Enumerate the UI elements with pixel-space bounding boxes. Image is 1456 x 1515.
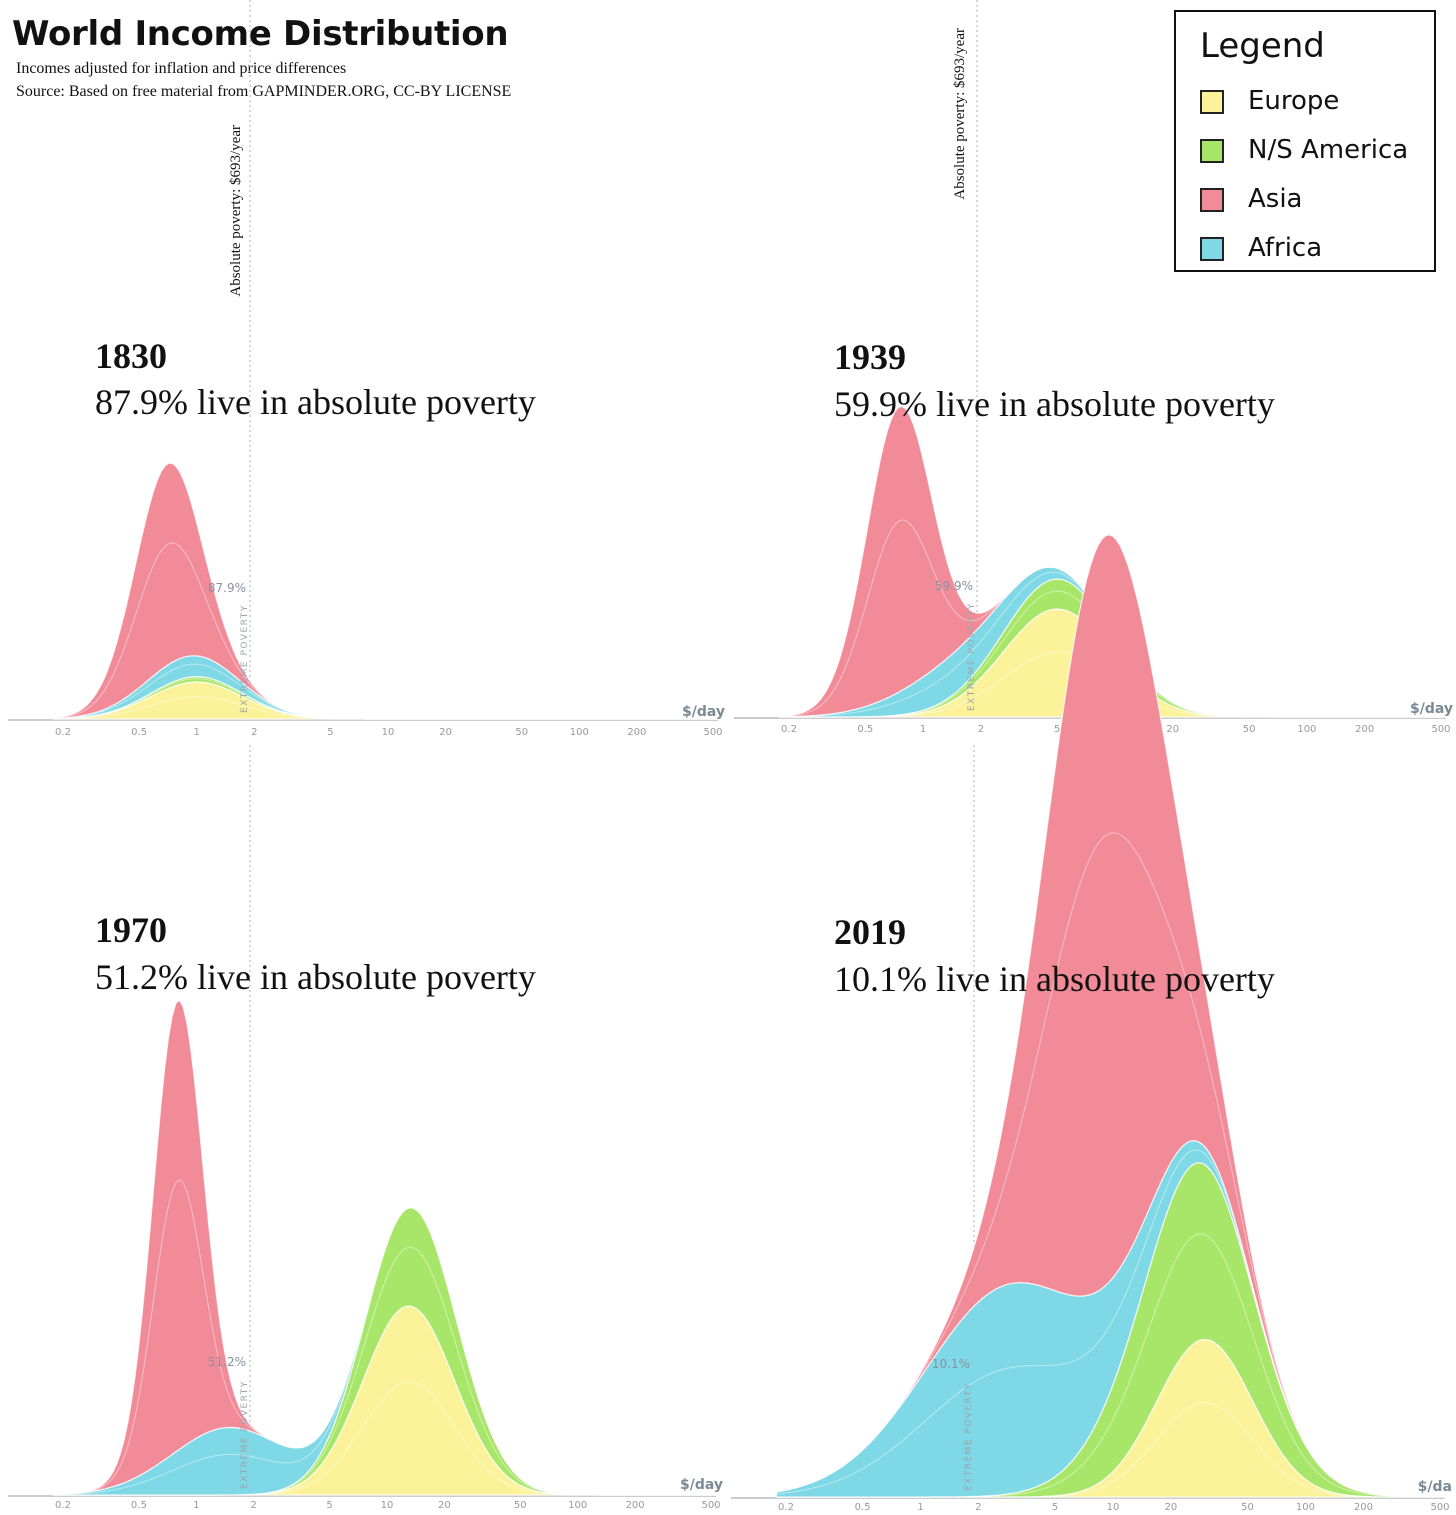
poverty-share-label-2019: 10.1% [932,1357,970,1371]
tick-label-1939: 20 [1166,724,1179,735]
year-1939: 1939 [834,337,906,377]
chart-title: World Income Distribution [12,14,509,54]
tick-label-1830: 2 [251,727,257,738]
tick-label-1939: 2 [978,724,984,735]
tick-label-1830: 100 [570,727,589,738]
caption-2019: 10.1% live in absolute poverty [834,959,1275,999]
tick-label-1939: 1 [920,724,926,735]
legend-swatch-europe [1200,90,1224,114]
caption-1970: 51.2% live in absolute poverty [95,957,536,997]
tick-label-1970: 50 [514,1500,527,1511]
tick-label-1939: 200 [1355,724,1374,735]
tick-label-2019: 100 [1296,1502,1315,1513]
tick-label-1970: 0.2 [55,1500,71,1511]
poverty-share-label-1970: 51.2% [208,1355,246,1369]
tick-label-1939: 0.2 [781,724,797,735]
legend-title: Legend [1200,26,1325,66]
tick-label-2019: 5 [1052,1502,1058,1513]
texture-asia-1970 [53,1179,721,1496]
extreme-poverty-label-1830: EXTREME POVERTY [240,604,250,713]
area-asia-2019 [776,534,1450,1498]
tick-label-1830: 50 [515,727,528,738]
area-asia-1939 [778,405,1451,718]
absolute-poverty-label-1939: Absolute poverty: $693/year [952,28,968,200]
area-asia-1970 [53,999,721,1496]
tick-label-1830: 1 [194,727,200,738]
legend: Legend Europe N/S America Asia Africa [1174,10,1436,272]
tick-label-1830: 500 [703,727,722,738]
year-1970: 1970 [95,910,167,950]
legend-label-america: N/S America [1248,135,1409,165]
x-axis-label-2019: $/da [1418,1479,1452,1495]
tick-label-2019: 200 [1354,1502,1373,1513]
tick-label-1970: 5 [326,1500,332,1511]
subtitle-inflation-note: Incomes adjusted for inflation and price… [16,60,347,77]
tick-label-2019: 50 [1241,1502,1254,1513]
tick-label-1939: 5 [1054,724,1060,735]
tick-label-1830: 5 [327,727,333,738]
legend-swatch-asia [1200,188,1224,212]
tick-label-1939: 50 [1243,724,1256,735]
legend-label-asia: Asia [1248,184,1303,214]
tick-label-1970: 2 [251,1500,257,1511]
absolute-poverty-label-1830: Absolute poverty: $693/year [228,125,244,297]
tick-label-2019: 2 [975,1502,981,1513]
legend-swatch-africa [1200,237,1224,261]
caption-1939: 59.9% live in absolute poverty [834,384,1275,424]
tick-label-1970: 10 [381,1500,394,1511]
texture-asia-2019 [776,832,1450,1498]
tick-label-2019: 0.2 [778,1502,794,1513]
x-axis-label-1830: $/day [682,704,725,720]
tick-label-1830: 0.5 [131,727,147,738]
legend-swatch-america [1200,139,1224,163]
area-asia-1830 [52,462,723,720]
legend-label-europe: Europe [1248,86,1340,116]
extreme-poverty-label-1939: EXTREME POVERTY [967,602,977,711]
tick-label-1970: 100 [568,1500,587,1511]
tick-label-1830: 0.2 [55,727,71,738]
tick-label-1970: 20 [438,1500,451,1511]
tick-label-1970: 0.5 [131,1500,147,1511]
subtitle-source-note: Source: Based on free material from GAPM… [16,83,512,100]
tick-label-2019: 500 [1430,1502,1449,1513]
poverty-share-label-1939: 59.9% [935,579,973,593]
tick-label-1830: 20 [439,727,452,738]
legend-label-africa: Africa [1248,233,1323,263]
tick-label-1939: 100 [1297,724,1316,735]
tick-label-1970: 200 [626,1500,645,1511]
tick-label-2019: 10 [1107,1502,1120,1513]
x-axis-label-1970: $/day [680,1477,723,1493]
tick-label-1970: 1 [193,1500,199,1511]
year-2019: 2019 [834,912,906,952]
extreme-poverty-label-1970: EXTREME POVERTY [240,1380,250,1489]
texture-asia-1830 [53,542,723,720]
extreme-poverty-label-2019: EXTREME POVERTY [964,1382,974,1491]
caption-1830: 87.9% live in absolute poverty [95,382,536,422]
tick-label-1939: 0.5 [857,724,873,735]
poverty-share-label-1830: 87.9% [208,581,246,595]
tick-label-2019: 20 [1165,1502,1178,1513]
tick-label-1970: 500 [701,1500,720,1511]
tick-label-2019: 0.5 [855,1502,871,1513]
tick-label-1939: 500 [1431,724,1450,735]
year-1830: 1830 [95,336,167,376]
x-axis-label-1939: $/day [1410,701,1453,717]
tick-label-2019: 1 [917,1502,923,1513]
tick-label-1830: 200 [627,727,646,738]
tick-label-1830: 10 [382,727,395,738]
